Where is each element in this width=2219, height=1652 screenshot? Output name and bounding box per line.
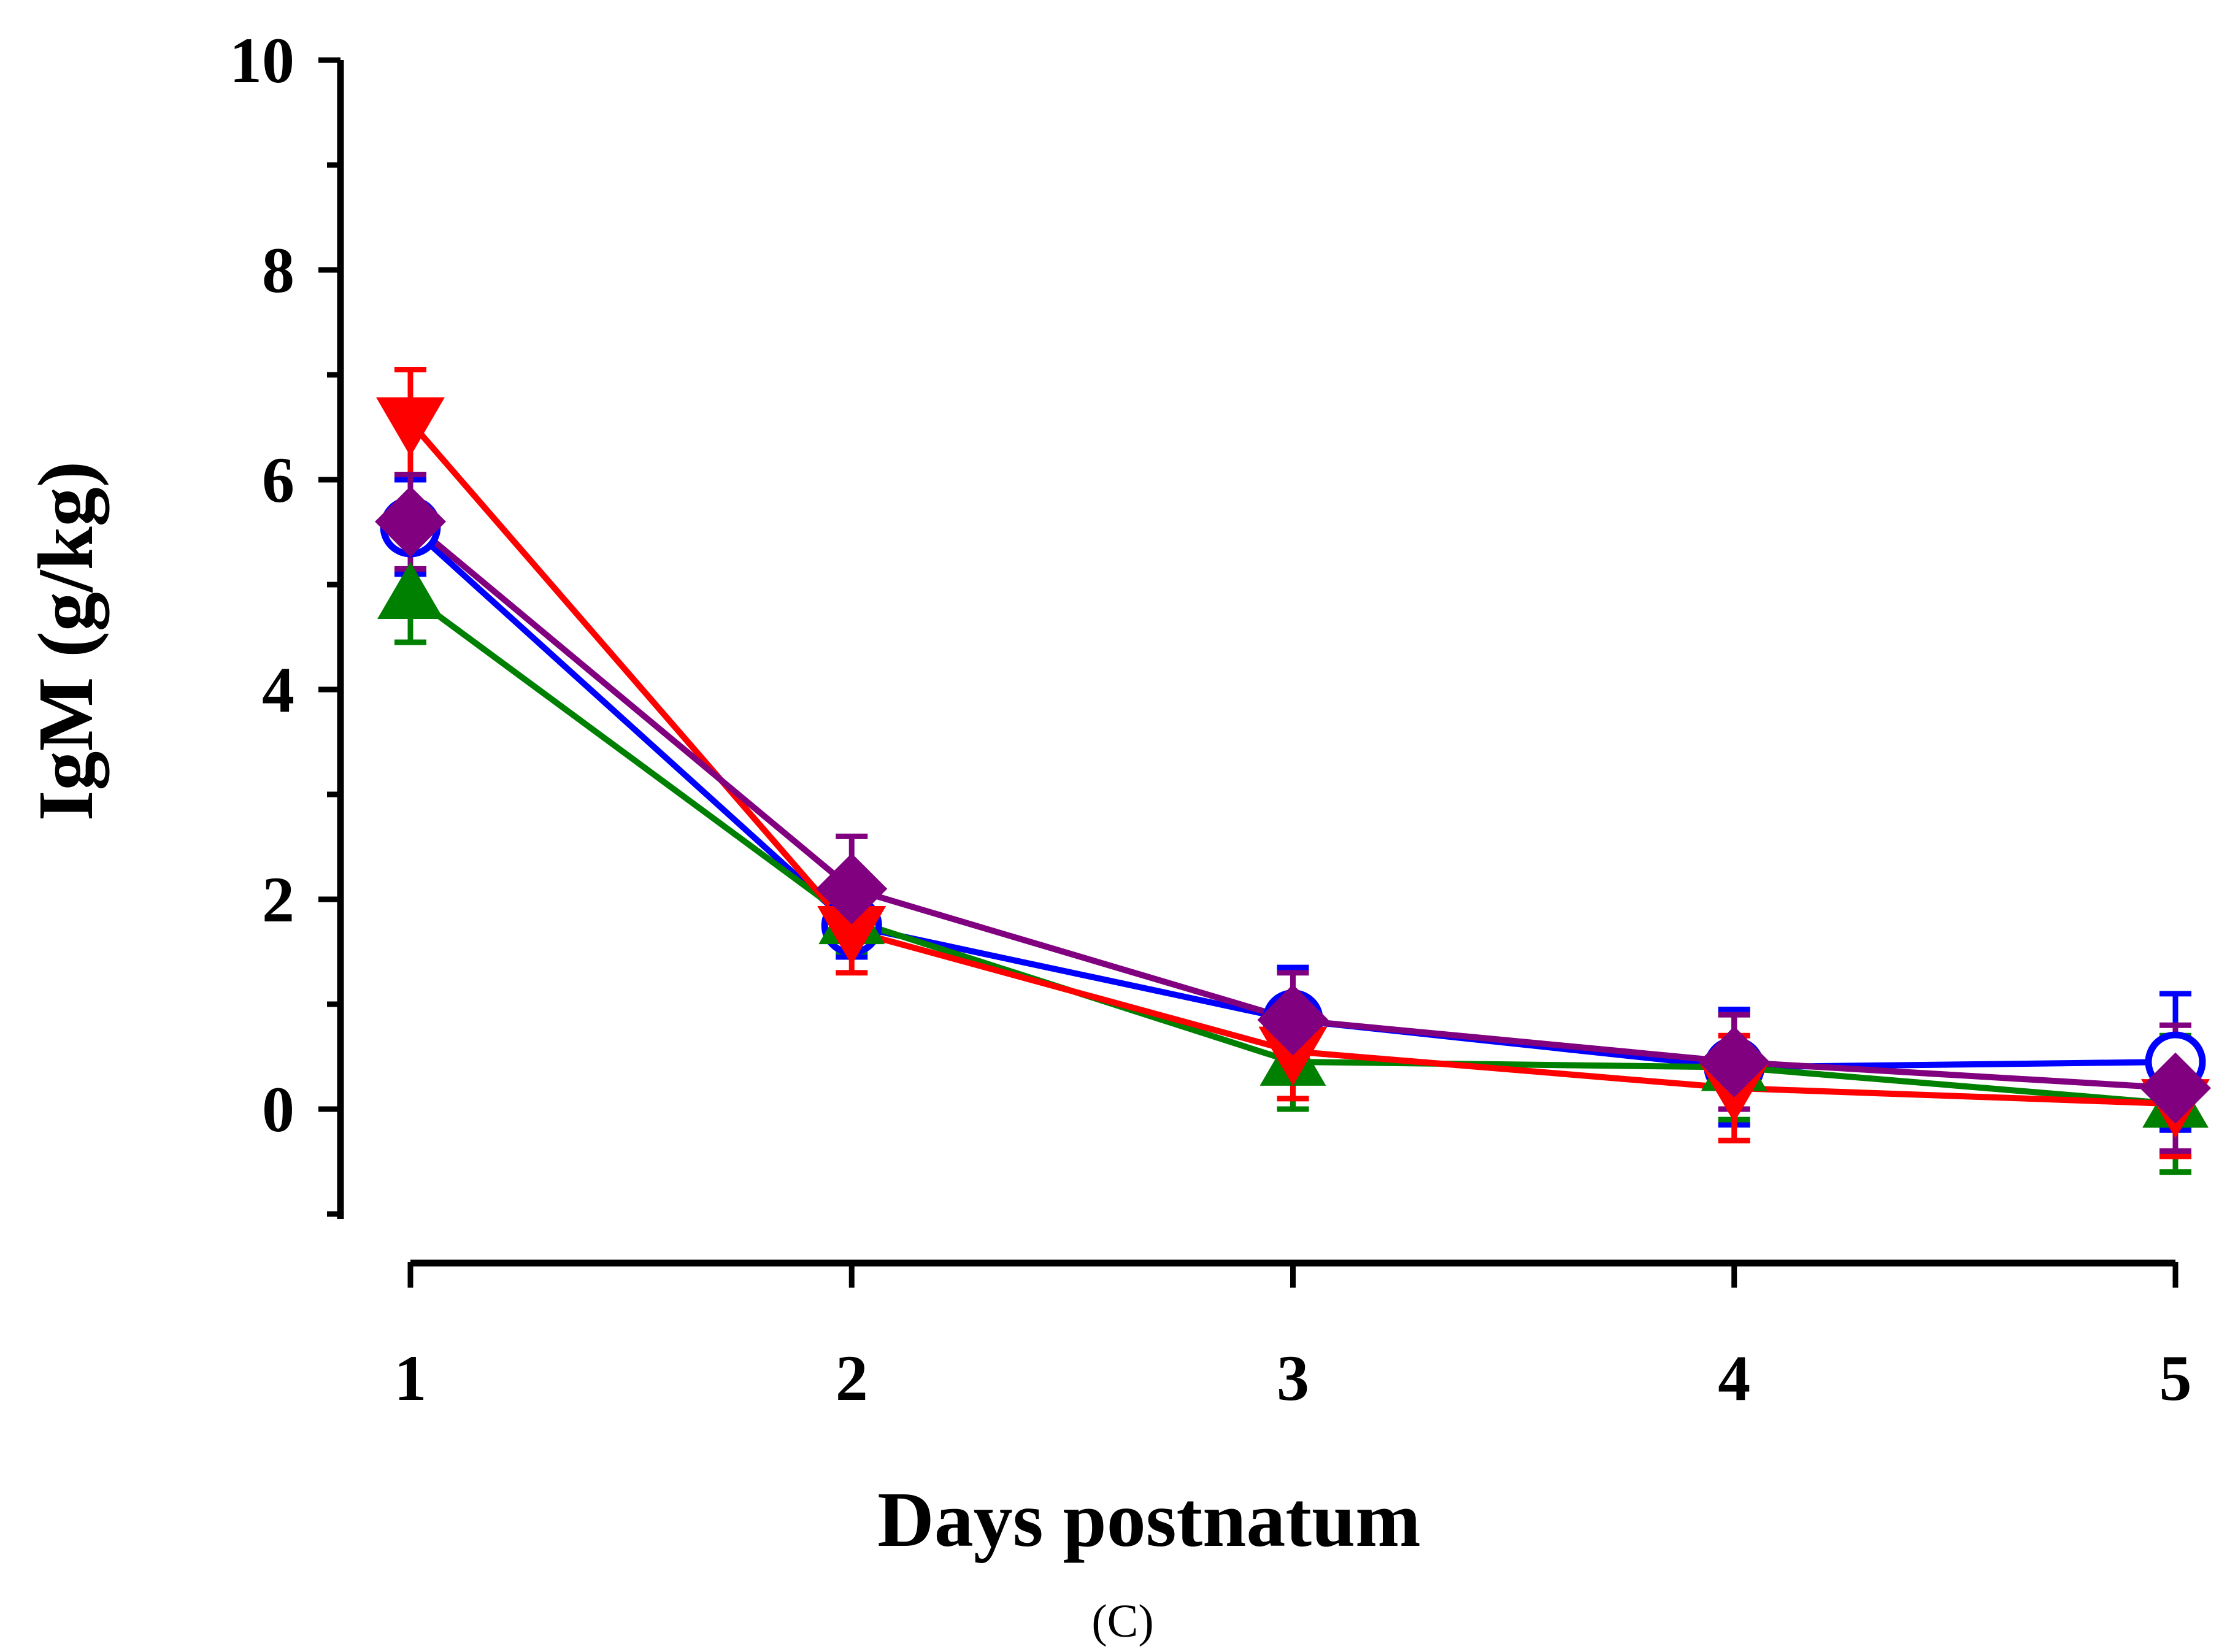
data-point [1258, 1026, 1328, 1086]
data-point [1257, 984, 1329, 1056]
y-tick-label: 8 [262, 234, 294, 306]
data-point [1698, 1026, 1770, 1098]
y-tick-label: 0 [262, 1074, 294, 1145]
x-tick-label: 2 [836, 1342, 868, 1414]
x-tick-label: 4 [1718, 1342, 1750, 1414]
y-tick-label: 4 [262, 654, 294, 726]
x-axis-title: Days postnatum [877, 1476, 1421, 1563]
y-tick-label: 10 [229, 25, 294, 96]
data-point [817, 905, 886, 966]
x-ticks: 1 2 3 4 5 [394, 1262, 2192, 1414]
data-point [376, 397, 445, 456]
y-ticks: 0 2 4 6 8 10 [229, 25, 340, 1217]
series-layer [375, 366, 2211, 1175]
data-point [377, 562, 444, 619]
data-point [816, 853, 888, 924]
data-point [2140, 1052, 2211, 1124]
y-tick-label: 6 [262, 444, 294, 516]
y-tick-label: 2 [262, 864, 294, 935]
x-tick-label: 5 [2159, 1342, 2192, 1414]
panel-label: (C) [1091, 1596, 1153, 1647]
data-point [375, 486, 446, 558]
y-axis-title: IgM (g/kg) [22, 461, 109, 821]
markers-purple-diamond [375, 486, 2211, 1124]
x-tick-label: 3 [1277, 1342, 1309, 1414]
x-tick-label: 1 [394, 1342, 427, 1414]
